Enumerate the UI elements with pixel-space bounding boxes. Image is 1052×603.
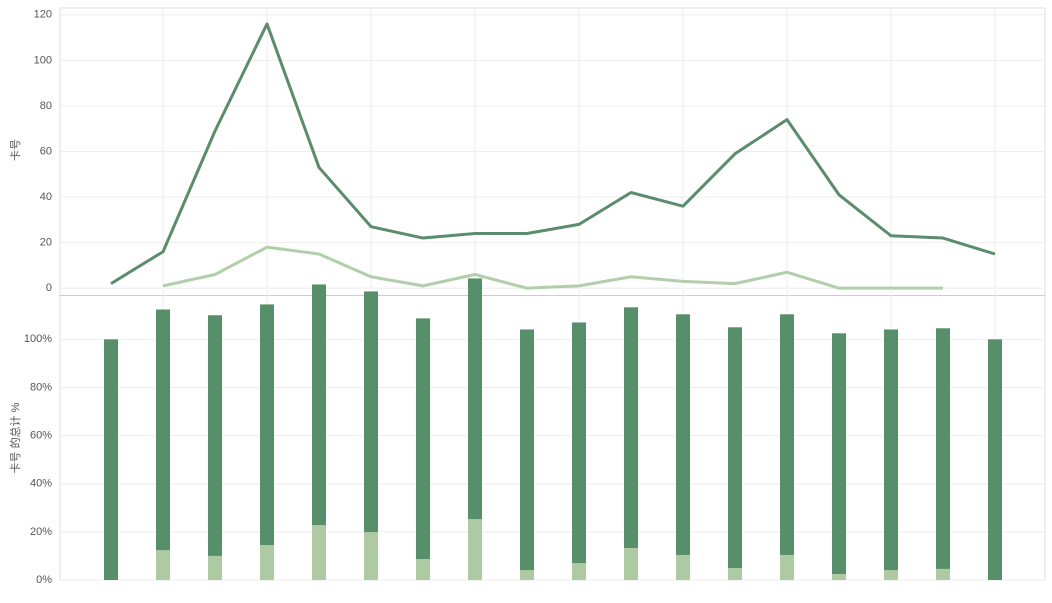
bar-segment [520, 570, 534, 580]
bar-segment [364, 532, 378, 580]
y-tick-label: 100% [24, 333, 52, 345]
bar-segment [832, 333, 846, 574]
y-tick-label: 20% [30, 526, 52, 538]
bar-segment [104, 339, 118, 580]
line-series [110, 22, 996, 285]
bar-segment [260, 545, 274, 580]
bar-segment [572, 322, 586, 564]
bar-segment [156, 550, 170, 580]
y-tick-label: 80 [40, 100, 52, 112]
y-tick-label: 80% [30, 381, 52, 393]
bar-segment [884, 570, 898, 580]
bar-segment [312, 525, 326, 580]
bar-segment [156, 309, 170, 551]
bar-segment [260, 304, 274, 546]
y-tick-label: 100 [34, 54, 52, 66]
y-tick-label: 0% [36, 574, 52, 586]
bar-segment [728, 327, 742, 568]
bar-segment [416, 559, 430, 580]
y-axis-title: 卡号 [9, 139, 22, 161]
bar-segment [572, 563, 586, 580]
bar-segment [364, 291, 378, 533]
bar-segment [676, 314, 690, 555]
bar-segment [780, 554, 794, 580]
bar-segment [468, 278, 482, 520]
bar-segment [416, 318, 430, 560]
y-axis-title: 卡号 的总计 % [8, 402, 22, 473]
bar-segment [520, 329, 534, 571]
bar-segment [988, 339, 1002, 580]
bar-segment [884, 329, 898, 571]
y-tick-label: 40% [30, 478, 52, 490]
bar-segment [936, 328, 950, 569]
bar-segment [936, 568, 950, 580]
y-tick-label: 60 [40, 145, 52, 157]
bar-segment [208, 555, 222, 580]
bar-segment [728, 567, 742, 580]
y-tick-label: 60% [30, 429, 52, 441]
bar-segment [624, 547, 638, 580]
y-tick-label: 20 [40, 237, 52, 249]
bar-segment [832, 573, 846, 580]
bar-segment [468, 519, 482, 580]
bar-segment [208, 315, 222, 556]
y-tick-label: 40 [40, 191, 52, 203]
y-tick-label: 120 [34, 9, 52, 21]
bar-segment [780, 314, 794, 555]
bar-segment [676, 554, 690, 580]
y-tick-label: 0 [46, 282, 52, 294]
bar-segment [312, 284, 326, 526]
bar-segment [624, 307, 638, 548]
line-series [162, 245, 943, 290]
